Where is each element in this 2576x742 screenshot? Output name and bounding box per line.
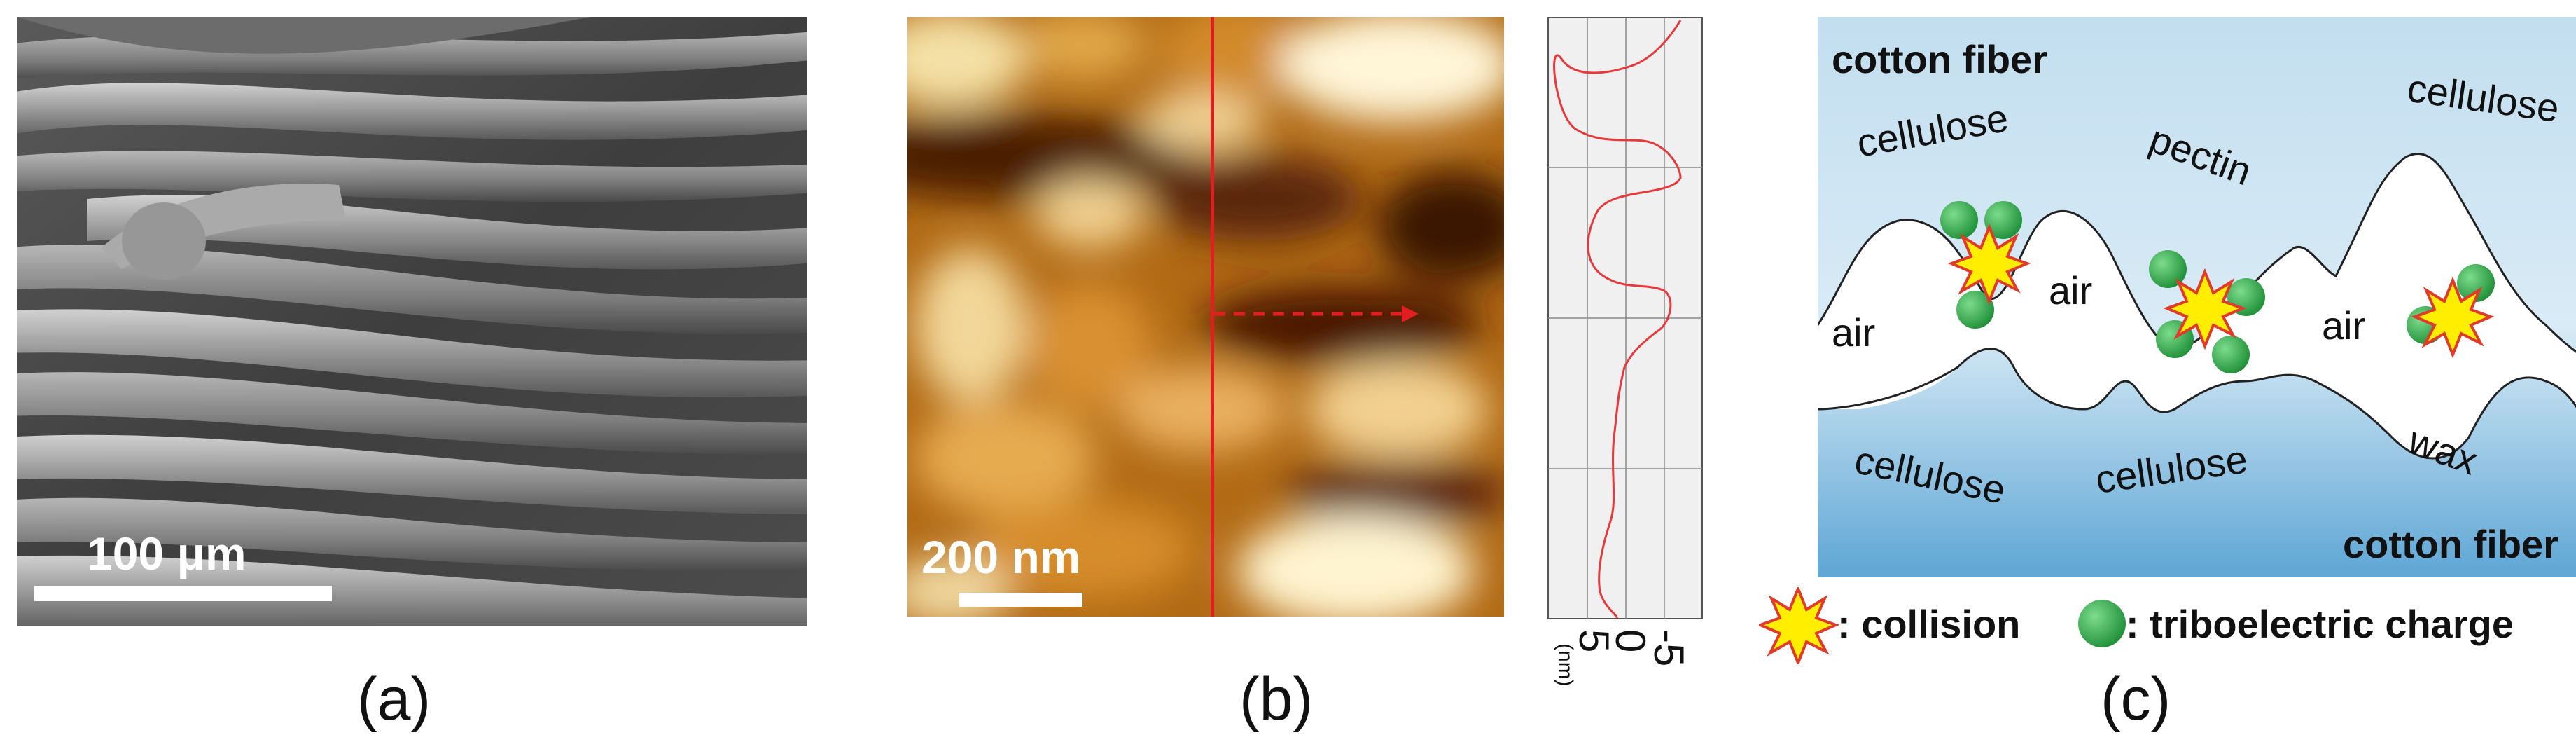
scale-bar-b [959, 593, 1082, 607]
label-cotton-fiber-top: cotton fiber [1832, 37, 2047, 81]
charge-dot [2457, 264, 2495, 302]
scale-bar-a [34, 586, 332, 601]
height-profile-plot [1547, 17, 1703, 619]
caption-c: (c) [2101, 666, 2171, 733]
charge-dot [2149, 250, 2187, 288]
profile-tick-5: 5 [1571, 629, 1617, 652]
collision-burst [2163, 268, 2247, 350]
profile-tick-neg5: -5 [1645, 629, 1692, 666]
charge-legend-icon [2078, 600, 2126, 647]
profile-tick-0: 0 [1607, 629, 1654, 652]
label-air-1: air [1832, 310, 1875, 355]
scale-label-a: 100 μm [87, 528, 246, 579]
scale-label-b: 200 nm [921, 531, 1081, 583]
height-profile [1547, 17, 1717, 619]
charge-dot [1956, 291, 1994, 329]
collision-burst [1947, 223, 2031, 305]
legend-charge-label: : triboelectric charge [2126, 602, 2514, 646]
legend-collision-label: : collision [1837, 602, 2020, 646]
collision-markers [1947, 223, 2495, 359]
caption-b: (b) [1239, 666, 1314, 733]
charge-dot [1984, 201, 2022, 239]
label-air-3: air [2322, 303, 2365, 348]
charge-dot [1940, 201, 1978, 239]
collision-burst [2411, 276, 2495, 359]
profile-axis-unit: (nm) [1554, 643, 1577, 687]
caption-a: (a) [357, 666, 431, 733]
triboelectric-charges [1940, 201, 2495, 373]
profile-marker-line [1211, 17, 1214, 617]
panel-c-schematic: cotton fiber cellulose pectin cellulose … [1818, 17, 2576, 577]
collision-legend-icon [1759, 587, 1840, 664]
sem-fiber-image [17, 17, 807, 626]
label-cotton-fiber-bottom: cotton fiber [2343, 522, 2558, 566]
label-air-2: air [2049, 268, 2092, 312]
profile-axis-labels: (nm) 5 0 -5 [1554, 629, 1692, 687]
profile-arrow [1214, 305, 1419, 322]
panel-c-legend: : collision : triboelectric charge [1759, 587, 2514, 664]
panel-a: 100 μm [17, 17, 807, 626]
charge-dot [2212, 336, 2250, 373]
